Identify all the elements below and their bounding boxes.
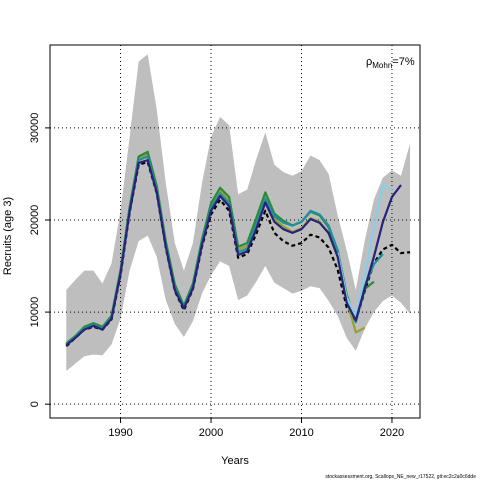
rho-subscript: Mohn (372, 61, 392, 70)
confidence-band (66, 54, 411, 372)
axes: 1990 2000 2010 2020 0 10000 20000 30000 (29, 113, 404, 439)
x-tick-label-2010: 2010 (289, 427, 313, 439)
x-tick-label-1990: 1990 (108, 427, 132, 439)
y-tick-label-10000: 10000 (29, 297, 41, 328)
x-axis-title: Years (221, 455, 249, 467)
confidence-band-area (66, 54, 411, 372)
x-tick-label-2020: 2020 (380, 427, 404, 439)
y-tick-label-0: 0 (29, 401, 41, 407)
rho-value: =7% (392, 56, 415, 68)
y-axis-title: Recruits (age 3) (2, 197, 14, 275)
x-tick-label-2000: 2000 (199, 427, 223, 439)
series-lines (65, 150, 411, 347)
series-line-6 (65, 159, 402, 347)
y-tick-label-30000: 30000 (29, 113, 41, 144)
rho-symbol: ρ (366, 56, 372, 68)
plot-frame (49, 44, 421, 419)
y-tick-label-20000: 20000 (29, 205, 41, 236)
footer-source: stockassessment.org, Scallops_NE_new_r17… (325, 474, 476, 480)
mohn-rho-annotation: ρMohn=7% (366, 56, 415, 70)
